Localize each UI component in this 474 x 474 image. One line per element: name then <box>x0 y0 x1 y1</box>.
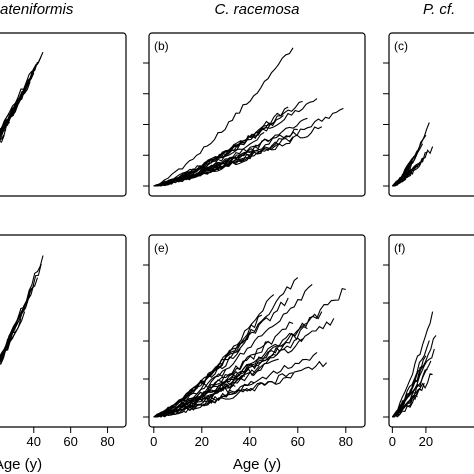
growth-curve-c-14 <box>392 171 408 187</box>
panel-frame-a <box>0 32 127 197</box>
x-tick-label-e-4: 80 <box>339 434 353 449</box>
growth-curve-b-4 <box>153 106 289 187</box>
panel-label-b: (b) <box>154 39 169 53</box>
x-tick-label-f-1: 20 <box>419 434 433 449</box>
x-tick-label-d-2: 80 <box>100 434 114 449</box>
growth-curve-b-19 <box>153 159 236 187</box>
growth-curve-f-15 <box>392 394 418 418</box>
panel-title-b: C. racemosa <box>214 1 299 18</box>
growth-curve-d-1 <box>0 263 42 361</box>
panel-label-c: (c) <box>394 39 408 53</box>
panel-f: (f)020Age (y) <box>383 234 474 449</box>
panel-frame-d <box>0 234 127 428</box>
growth-curve-c-0 <box>392 122 430 187</box>
growth-curve-e-15 <box>153 348 241 418</box>
growth-curve-f-14 <box>392 392 410 418</box>
x-tick-label-e-1: 20 <box>195 434 209 449</box>
growth-curve-b-3 <box>153 100 303 187</box>
panel-frame-c <box>388 32 474 197</box>
panel-c: (c) P. cf. <box>383 1 474 197</box>
growth-curve-d-7 <box>0 318 22 365</box>
growth-curve-d-2 <box>0 277 39 362</box>
growth-curve-a-7 <box>0 86 27 135</box>
growth-curve-d-8 <box>0 323 18 359</box>
growth-curve-f-1 <box>391 311 434 418</box>
growth-curve-e-22 <box>153 380 255 418</box>
panel-b: (b) C. racemosa <box>143 1 366 197</box>
growth-curve-a-4 <box>0 72 35 131</box>
growth-curve-e-4 <box>153 297 289 418</box>
growth-curve-d-6 <box>0 311 26 362</box>
x-axis-label-d: Age (y) <box>0 456 42 473</box>
panel-frame-b <box>148 32 366 197</box>
x-tick-label-d-1: 60 <box>63 434 77 449</box>
panel-a: ateniformis <box>0 1 127 197</box>
panel-label-e: (e) <box>154 241 169 255</box>
panel-frame-f <box>388 234 474 428</box>
growth-curve-f-12 <box>392 386 414 418</box>
panel-title-c: P. cf. <box>423 1 455 18</box>
panel-title-a: ateniformis <box>0 1 74 18</box>
growth-curve-e-18 <box>153 360 328 418</box>
growth-curve-e-9 <box>153 321 294 418</box>
panel-label-f: (f) <box>394 241 405 255</box>
growth-curve-a-16 <box>0 139 2 143</box>
growth-curve-e-6 <box>153 325 308 418</box>
growth-curve-f-13 <box>392 388 421 418</box>
growth-curve-a-2 <box>0 61 39 130</box>
growth-curve-b-2 <box>153 98 318 187</box>
panel-d: 40 60 80 Age (y) <box>0 234 127 473</box>
x-tick-label-f-0: 0 <box>389 434 396 449</box>
x-tick-label-d-0: 40 <box>27 434 41 449</box>
panel-frame-e <box>148 234 366 428</box>
growth-curve-d-10 <box>0 338 13 365</box>
growth-curve-d-13 <box>0 360 2 364</box>
growth-curve-b-11 <box>153 138 250 187</box>
growth-curve-a-13 <box>0 121 11 140</box>
growth-curve-a-0 <box>0 51 44 136</box>
growth-curve-e-23 <box>153 384 236 418</box>
x-tick-label-e-2: 40 <box>243 434 257 449</box>
growth-curve-a-15 <box>0 134 5 143</box>
growth-curve-a-6 <box>0 81 31 134</box>
growth-curve-a-12 <box>0 114 12 136</box>
x-axis-label-e: Age (y) <box>233 456 281 473</box>
growth-curve-b-0 <box>153 47 294 187</box>
x-tick-label-e-0: 0 <box>150 434 157 449</box>
panel-e: (e) 0 20 40 60 80 Age (y) <box>143 234 366 473</box>
growth-curve-a-8 <box>0 89 26 139</box>
x-tick-label-e-3: 60 <box>291 434 305 449</box>
